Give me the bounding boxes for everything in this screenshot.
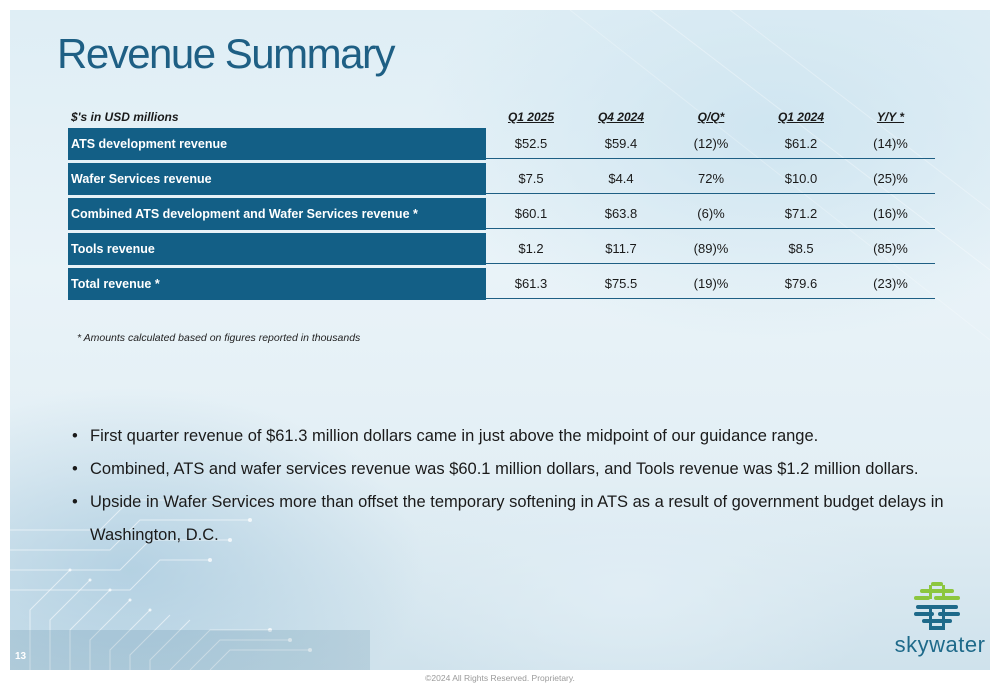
table-cell: $61.2	[756, 128, 846, 159]
bullet-list: First quarter revenue of $61.3 million d…	[70, 420, 950, 552]
copyright-notice: ©2024 All Rights Reserved. Proprietary.	[425, 673, 575, 683]
skywater-logo: skywater	[890, 582, 990, 670]
slide: Revenue Summary $'s in USD millions Q1 2…	[10, 10, 990, 670]
bullet-item: Combined, ATS and wafer services revenue…	[70, 453, 950, 486]
table-row: Wafer Services revenue $7.5 $4.4 72% $10…	[68, 163, 935, 194]
table-cell: $52.5	[486, 128, 576, 159]
table-cell: $4.4	[576, 163, 666, 194]
table-cell: $63.8	[576, 198, 666, 229]
table-cell: $79.6	[756, 268, 846, 299]
table-cell: (25)%	[846, 163, 935, 194]
table-cell: $59.4	[576, 128, 666, 159]
row-label: Tools revenue	[68, 233, 486, 264]
table-cell: $7.5	[486, 163, 576, 194]
table-cell: $61.3	[486, 268, 576, 299]
revenue-table: $'s in USD millions Q1 2025 Q4 2024 Q/Q*…	[68, 106, 935, 299]
page-number: 13	[15, 651, 27, 662]
logo-wordmark: skywater	[894, 632, 986, 657]
column-header-q1-2025: Q1 2025	[507, 110, 555, 124]
background-circuit-decoration	[10, 10, 990, 670]
table-row-total: Total revenue * $61.3 $75.5 (19)% $79.6 …	[68, 268, 935, 299]
table-cell: $8.5	[756, 233, 846, 264]
table-cell: (85)%	[846, 233, 935, 264]
table-cell: (6)%	[666, 198, 756, 229]
table-row: ATS development revenue $52.5 $59.4 (12)…	[68, 128, 935, 159]
row-label: Total revenue *	[68, 268, 486, 299]
table-row: Tools revenue $1.2 $11.7 (89)% $8.5 (85)…	[68, 233, 935, 264]
table-cell: (16)%	[846, 198, 935, 229]
column-header-yy: Y/Y *	[876, 110, 905, 124]
table-cell: (12)%	[666, 128, 756, 159]
column-header-q4-2024: Q4 2024	[597, 110, 645, 124]
bullet-item: First quarter revenue of $61.3 million d…	[70, 420, 950, 453]
row-label: Combined ATS development and Wafer Servi…	[68, 198, 486, 229]
table-row: Combined ATS development and Wafer Servi…	[68, 198, 935, 229]
row-label: Wafer Services revenue	[68, 163, 486, 194]
bullet-item: Upside in Wafer Services more than offse…	[70, 486, 950, 552]
table-cell: (23)%	[846, 268, 935, 299]
table-cell: 72%	[666, 163, 756, 194]
column-header-qq: Q/Q*	[697, 110, 725, 124]
table-cell: $10.0	[756, 163, 846, 194]
table-cell: $71.2	[756, 198, 846, 229]
table-cell: (89)%	[666, 233, 756, 264]
table-cell: $1.2	[486, 233, 576, 264]
table-cell: (19)%	[666, 268, 756, 299]
skywater-logo-icon	[914, 582, 960, 630]
table-cell: $60.1	[486, 198, 576, 229]
table-footnote: * Amounts calculated based on figures re…	[77, 332, 361, 344]
table-header-row: $'s in USD millions Q1 2025 Q4 2024 Q/Q*…	[68, 106, 935, 128]
table-cell: $11.7	[576, 233, 666, 264]
column-header-q1-2024: Q1 2024	[777, 110, 825, 124]
table-cell: $75.5	[576, 268, 666, 299]
unit-label: $'s in USD millions	[71, 110, 179, 124]
table-cell: (14)%	[846, 128, 935, 159]
row-label: ATS development revenue	[68, 128, 486, 159]
page-title: Revenue Summary	[57, 30, 395, 77]
